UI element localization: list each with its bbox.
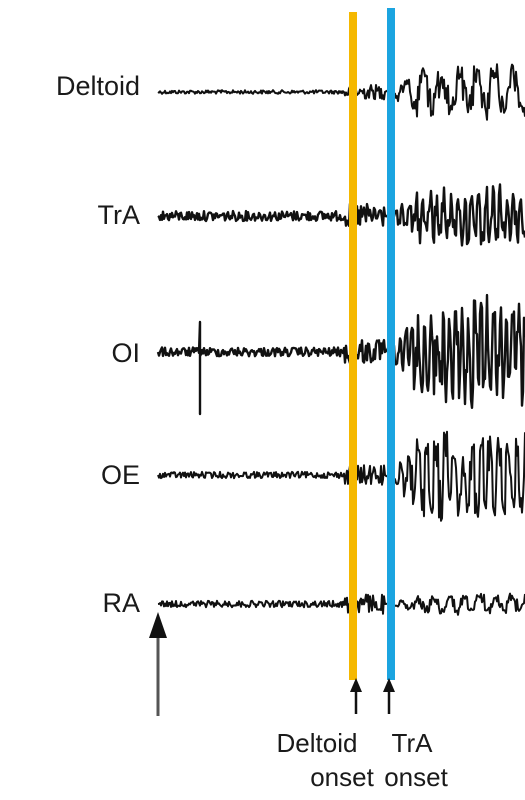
trace-label-deltoid: Deltoid — [56, 71, 140, 101]
tra-onset-arrow — [383, 678, 395, 714]
trace-label-oe: OE — [101, 460, 140, 490]
emg-trace-tra — [157, 183, 525, 247]
emg-trace-ra — [157, 592, 525, 616]
stimulus-arrow — [149, 612, 167, 716]
tra-onset-caption-line1: TrA — [392, 728, 434, 758]
emg-trace-oe — [157, 430, 525, 522]
tra-onset-caption-line2: onset — [384, 762, 448, 792]
deltoid-onset-caption-line1: Deltoid — [277, 728, 358, 758]
emg-traces — [156, 63, 525, 616]
trace-label-ra: RA — [102, 588, 140, 618]
deltoid-onset-arrow — [350, 678, 362, 714]
trace-label-oi: OI — [111, 338, 140, 368]
deltoid-onset-caption-line2: onset — [310, 762, 374, 792]
emg-trace-oi — [156, 293, 525, 416]
trace-label-tra: TrA — [98, 200, 141, 230]
emg-trace-deltoid — [157, 63, 525, 121]
